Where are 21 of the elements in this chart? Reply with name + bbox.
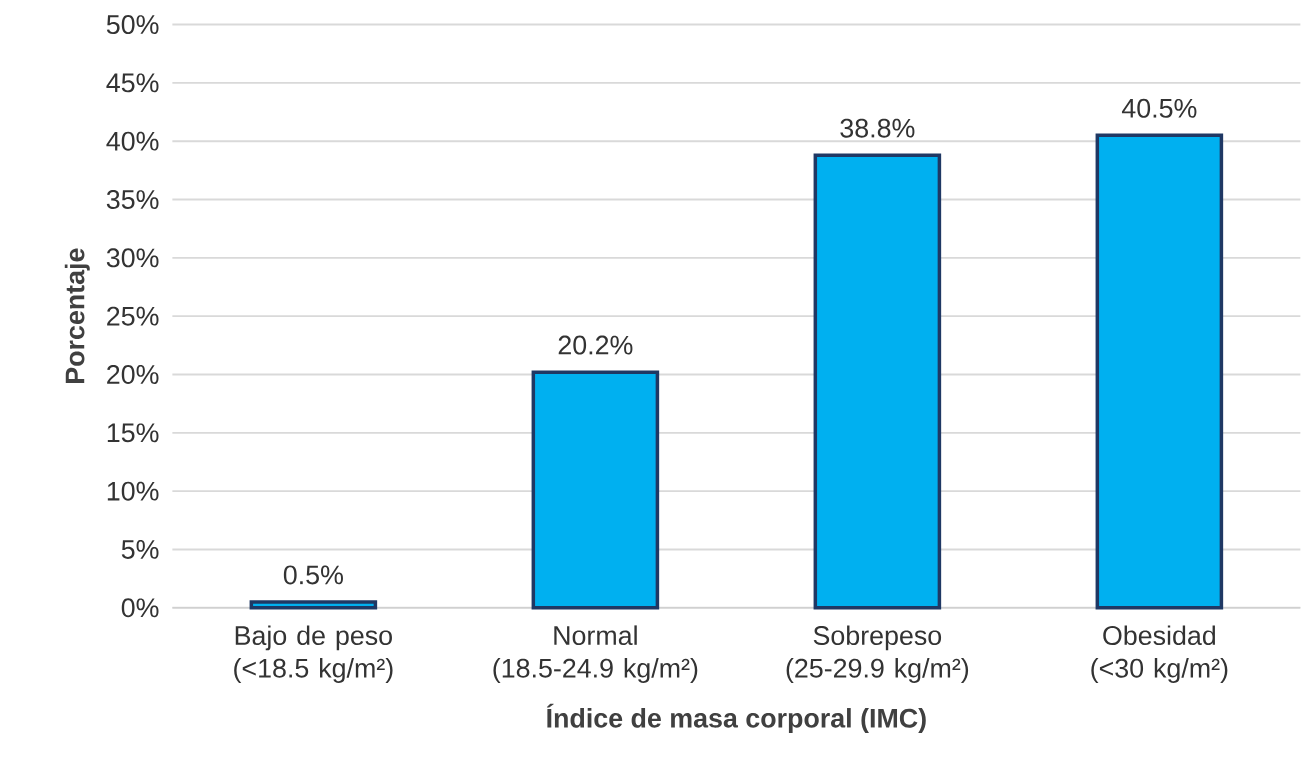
y-axis-title: Porcentaje bbox=[64, 248, 90, 383]
x-tick-label: Obesidad (<30 kg/m²) bbox=[1091, 625, 1228, 683]
y-tick-label: 50% bbox=[106, 15, 159, 35]
x-axis-title: Índice de masa corporal (IMC) bbox=[546, 703, 926, 734]
x-tick-label: Sobrepeso (25-29.9 kg/m²) bbox=[786, 625, 969, 683]
y-tick-label: 5% bbox=[121, 540, 159, 559]
y-tick-label: 20% bbox=[107, 365, 159, 384]
x-tick-label: Normal (18.5-24.9 kg/m²) bbox=[493, 625, 698, 683]
y-tick-label: 45% bbox=[106, 73, 159, 93]
y-tick-label: 0% bbox=[121, 598, 159, 618]
y-tick-label: 30% bbox=[106, 248, 159, 268]
data-label: 0.5% bbox=[283, 565, 343, 585]
data-label: 38.8% bbox=[840, 118, 915, 138]
y-tick-label: 35% bbox=[106, 190, 159, 210]
x-tick-label: Bajo de peso (<18.5 kg/m²) bbox=[234, 625, 393, 683]
y-tick-label: 25% bbox=[107, 306, 159, 326]
y-tick-label: 10% bbox=[107, 481, 159, 501]
data-label: 40.5% bbox=[1121, 98, 1197, 118]
y-tick-label: 15% bbox=[107, 423, 159, 443]
data-label: 20.2% bbox=[558, 335, 633, 355]
y-tick-label: 40% bbox=[106, 131, 159, 151]
